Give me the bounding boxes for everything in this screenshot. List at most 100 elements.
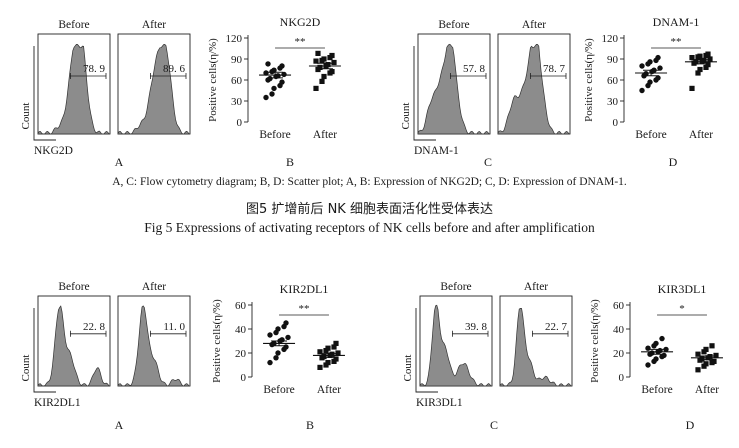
data-point-after <box>331 344 337 350</box>
data-point-before <box>275 73 281 79</box>
data-point-before <box>645 362 651 368</box>
y-tick-label: 120 <box>602 33 619 45</box>
data-point-after <box>319 78 325 84</box>
y-tick-label: 20 <box>235 348 247 360</box>
y-tick-label: 40 <box>613 324 625 336</box>
data-point-before <box>279 63 285 69</box>
fig5-panel-letter: A <box>115 155 124 169</box>
figure5-caption-english: Fig 5 Expressions of activating receptor… <box>144 220 595 235</box>
gate-percentage: 22. 8 <box>83 321 106 333</box>
data-point-before <box>271 85 277 92</box>
histogram-title-before: Before <box>440 281 471 293</box>
data-point-after <box>317 64 323 70</box>
data-point-after <box>325 360 331 366</box>
data-point-after <box>329 52 335 59</box>
count-axis-label: Count <box>20 355 32 382</box>
y-axis-label: Positive cells(η/%) <box>583 38 595 122</box>
x-category-label: Before <box>641 384 672 396</box>
x-category-label: After <box>695 384 719 396</box>
y-tick-label: 0 <box>613 117 619 129</box>
y-tick-label: 90 <box>231 54 243 66</box>
significance-marker: ** <box>295 36 306 48</box>
data-point-before <box>661 352 667 359</box>
histogram-curve <box>37 44 111 135</box>
data-point-before <box>645 345 651 351</box>
data-point-after <box>689 55 695 61</box>
data-point-before <box>273 355 279 361</box>
data-point-after <box>703 64 709 70</box>
y-tick-label: 90 <box>607 54 619 66</box>
histogram-title-before: Before <box>438 19 469 31</box>
data-point-after <box>317 364 323 370</box>
data-point-after <box>321 56 327 62</box>
y-tick-label: 0 <box>241 372 247 384</box>
data-point-before <box>647 79 653 85</box>
fig6-panel-letter: C <box>490 418 498 432</box>
data-point-before <box>657 65 663 71</box>
gate-percentage: 11. 0 <box>163 321 185 333</box>
data-point-before <box>639 63 645 69</box>
y-tick-label: 20 <box>613 348 625 360</box>
marker-axis-label: KIR3DL1 <box>416 397 463 409</box>
histogram-before-dnam-1: 57. 8 Before <box>417 19 491 135</box>
data-point-after <box>707 354 713 360</box>
histogram-before-kir2dl1: 22. 8 Before <box>37 281 111 387</box>
scatter-plot-kir2dl1: 0 20 40 60 Positive cells(η/%) KIR2DL1 Before A… <box>211 282 345 396</box>
gate-percentage: 89. 6 <box>163 63 186 75</box>
significance-marker: ** <box>671 36 682 48</box>
data-point-after <box>325 62 331 68</box>
data-point-before <box>639 87 645 94</box>
gate-percentage: 57. 8 <box>463 63 486 75</box>
fig5-panel-letter: C <box>484 155 492 169</box>
histogram-frame <box>499 295 573 387</box>
histogram-curve <box>417 43 491 135</box>
data-point-before <box>655 75 661 81</box>
y-axis-label: Positive cells(η/%) <box>207 38 219 122</box>
fig6-panel-letter: D <box>686 418 695 432</box>
y-tick-label: 120 <box>226 33 243 45</box>
histogram-curve <box>117 44 191 135</box>
data-point-after <box>713 352 719 358</box>
data-point-after <box>697 53 703 59</box>
data-point-after <box>697 66 703 73</box>
data-point-after <box>699 356 705 362</box>
data-point-before <box>647 59 653 65</box>
histogram-title-after: After <box>142 19 166 31</box>
scatter-title: KIR3DL1 <box>658 282 707 296</box>
histogram-curve <box>37 305 111 387</box>
scatter-plot-nkg2d: 0 30 60 90 120 Positive cells(η/%) NKG2D Before… <box>207 15 341 141</box>
gate-percentage: 39. 8 <box>465 321 488 333</box>
scatter-title: NKG2D <box>280 15 321 29</box>
histogram-title-before: Before <box>58 19 89 31</box>
data-point-before <box>275 326 281 332</box>
data-point-before <box>285 334 291 341</box>
data-point-before <box>265 61 271 67</box>
data-point-after <box>329 351 335 357</box>
histogram-title-after: After <box>524 281 548 293</box>
data-point-after <box>313 85 319 91</box>
fig5-panel-letter: D <box>669 155 678 169</box>
fig5-panel-letter: B <box>286 155 294 169</box>
x-category-label: After <box>313 129 337 141</box>
data-point-after <box>695 70 701 76</box>
x-category-label: Before <box>259 129 290 141</box>
y-tick-label: 60 <box>231 75 243 87</box>
histogram-after-dnam-1: 78. 7 After <box>497 19 571 135</box>
marker-axis-label: NKG2D <box>34 145 73 157</box>
figure5-legend: A, C: Flow cytometry diagram; B, D: Scat… <box>112 176 627 188</box>
gate-percentage: 78. 9 <box>83 63 106 75</box>
marker-axis-label: KIR2DL1 <box>34 397 81 409</box>
scatter-plot-kir3dl1: 0 20 40 60 Positive cells(η/%) KIR3DL1 Before A… <box>589 282 723 396</box>
data-point-before <box>655 54 661 61</box>
figure5-caption-chinese: 图5 扩增前后 NK 细胞表面活化性受体表达 <box>246 202 493 217</box>
data-point-after <box>695 351 701 357</box>
histogram-title-before: Before <box>58 281 89 293</box>
data-point-before <box>279 79 285 85</box>
data-point-before <box>283 320 289 326</box>
fig6-panel-letter: B <box>306 418 314 432</box>
data-point-after <box>321 354 327 360</box>
data-point-after <box>333 356 339 362</box>
data-point-after <box>335 350 341 356</box>
y-tick-label: 30 <box>607 96 619 108</box>
